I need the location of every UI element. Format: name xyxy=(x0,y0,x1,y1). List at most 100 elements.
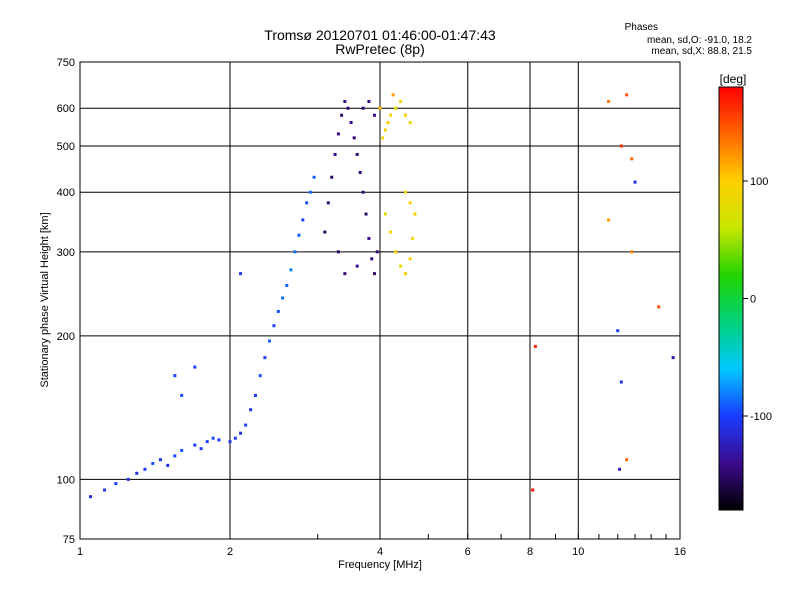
data-point xyxy=(253,393,257,397)
data-point xyxy=(151,461,155,465)
data-point xyxy=(346,106,350,110)
data-point xyxy=(272,324,276,328)
data-point xyxy=(625,458,629,462)
data-point xyxy=(616,329,620,333)
phases-x-line: mean, sd,X: 88.8, 21.5 xyxy=(651,46,752,57)
data-point xyxy=(143,467,147,471)
x-tick-label: 6 xyxy=(465,546,471,558)
data-point xyxy=(399,99,403,103)
data-point xyxy=(258,374,262,378)
data-point xyxy=(408,201,412,205)
data-point xyxy=(389,230,393,234)
data-point xyxy=(193,365,197,369)
data-point xyxy=(633,180,637,184)
data-point xyxy=(126,477,130,481)
data-point xyxy=(323,230,327,234)
data-point xyxy=(267,339,271,343)
data-points xyxy=(89,93,675,499)
phases-info: Phases mean, sd,O: -91.0, 18.2 mean, sd,… xyxy=(625,22,753,57)
grid-lines xyxy=(80,62,680,539)
phases-o-line: mean, sd,O: -91.0, 18.2 xyxy=(647,35,752,46)
data-point xyxy=(619,144,623,148)
data-point xyxy=(413,212,417,216)
data-point xyxy=(408,121,412,125)
data-point xyxy=(135,471,139,475)
data-point xyxy=(340,113,344,117)
data-point xyxy=(358,170,362,174)
data-point xyxy=(89,495,93,499)
y-tick-label: 600 xyxy=(57,103,75,115)
colorbar-ticks: 100 0 -100 xyxy=(743,176,772,423)
x-tick-label: 2 xyxy=(227,546,233,558)
data-point xyxy=(367,236,371,240)
y-tick-label: 750 xyxy=(57,57,75,69)
data-point xyxy=(228,440,232,444)
data-point xyxy=(533,344,537,348)
data-point xyxy=(343,272,347,276)
data-point xyxy=(166,463,170,467)
data-point xyxy=(173,454,177,458)
phases-title: Phases xyxy=(625,22,658,33)
y-tick-label: 300 xyxy=(57,247,75,259)
data-point xyxy=(373,272,377,276)
data-point xyxy=(297,233,301,237)
x-tick-label: 1 xyxy=(77,546,83,558)
data-point xyxy=(619,380,623,384)
data-point xyxy=(408,257,412,261)
x-axis-ticks: 1 2 4 6 8 10 16 xyxy=(77,534,686,558)
data-point xyxy=(239,272,243,276)
data-point xyxy=(158,458,162,462)
data-point xyxy=(399,264,403,268)
data-point xyxy=(301,218,305,222)
x-tick-label: 8 xyxy=(527,546,533,558)
data-point xyxy=(394,106,398,110)
data-point xyxy=(308,190,312,194)
data-point xyxy=(618,467,622,471)
y-tick-label: 200 xyxy=(57,331,75,343)
data-point xyxy=(211,436,215,440)
data-point xyxy=(367,99,371,103)
data-point xyxy=(336,250,340,254)
data-point xyxy=(391,93,395,97)
data-point xyxy=(375,250,379,254)
chart-subtitle: RwPretec (8p) xyxy=(335,41,424,57)
data-point xyxy=(333,152,337,156)
y-tick-label: 400 xyxy=(57,187,75,199)
data-point xyxy=(239,431,243,435)
data-point xyxy=(249,408,253,412)
data-point xyxy=(263,356,267,360)
data-point xyxy=(625,93,629,97)
data-point xyxy=(361,106,365,110)
y-axis-ticks: 75 100 200 300 400 500 600 750 xyxy=(57,57,75,546)
data-point xyxy=(361,190,365,194)
colorbar: [deg] 100 0 -100 xyxy=(718,72,772,511)
data-point xyxy=(193,443,197,447)
data-point xyxy=(326,201,330,205)
data-point xyxy=(403,190,407,194)
data-point xyxy=(199,447,203,451)
data-point xyxy=(381,136,385,140)
data-point xyxy=(343,99,347,103)
y-tick-label: 75 xyxy=(63,534,75,546)
data-point xyxy=(180,448,184,452)
colorbar-tick-label: 0 xyxy=(750,294,756,306)
data-point xyxy=(285,283,289,287)
data-point xyxy=(355,264,359,268)
data-point xyxy=(531,488,535,492)
data-point xyxy=(312,175,316,179)
data-point xyxy=(276,309,280,313)
data-point xyxy=(403,272,407,276)
data-point xyxy=(349,121,353,125)
data-point xyxy=(370,257,374,261)
data-point xyxy=(657,305,661,309)
data-point xyxy=(330,175,334,179)
y-axis-label: Stationary phase Virtual Height [km] xyxy=(39,212,51,387)
data-point xyxy=(630,157,634,161)
data-point xyxy=(403,113,407,117)
data-point xyxy=(364,212,368,216)
colorbar-label: [deg] xyxy=(720,72,747,86)
data-point xyxy=(607,99,611,103)
data-point xyxy=(173,374,177,378)
data-point xyxy=(114,482,118,486)
